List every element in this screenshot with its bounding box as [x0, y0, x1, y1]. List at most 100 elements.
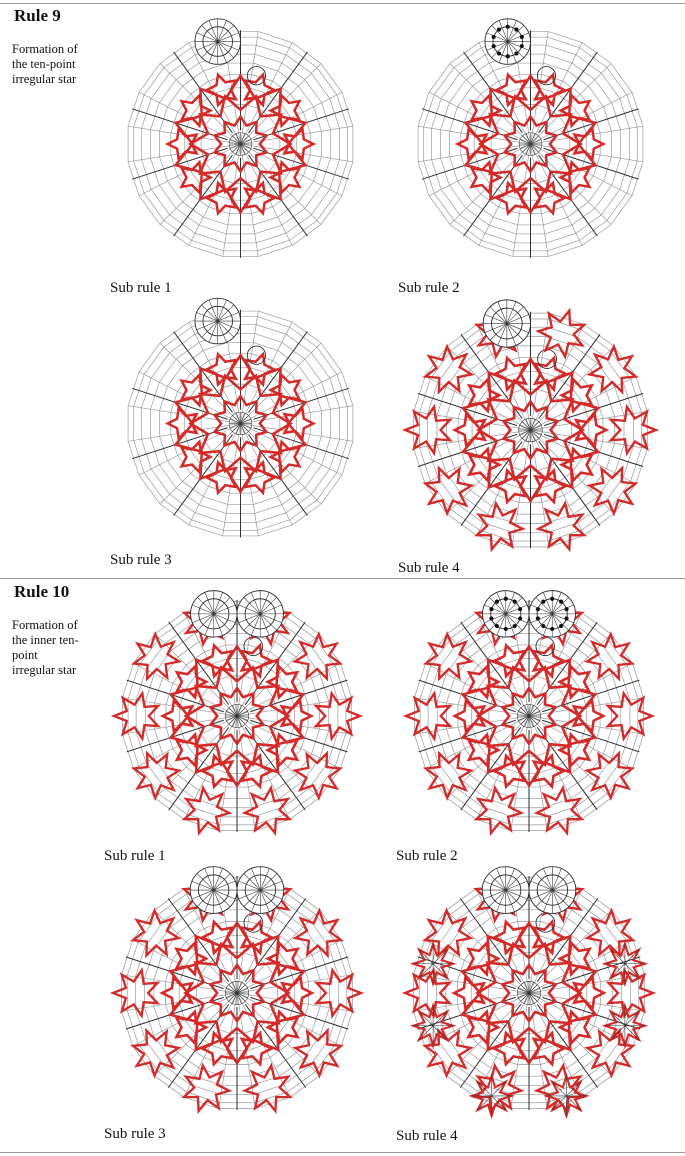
construction-spoke: [484, 604, 506, 615]
main-axis: [543, 392, 644, 427]
inner-ten-point-star: [208, 685, 266, 747]
corner-star: [409, 1002, 457, 1050]
rule9-subrule2-caption: Sub rule 2: [398, 280, 460, 296]
construction-spoke: [505, 613, 523, 631]
center-hub: [228, 411, 253, 436]
construction-spoke: [260, 889, 283, 900]
construction-dot: [512, 623, 517, 629]
central-star-pattern: [451, 355, 610, 505]
hub-spoke: [232, 423, 241, 432]
top-construction-circles: [189, 866, 285, 914]
hub-spoke: [226, 711, 238, 717]
construction-spoke: [192, 613, 214, 624]
construction-spoke: [196, 41, 218, 51]
main-axis: [253, 108, 349, 141]
construction-spoke: [213, 873, 231, 891]
inner-ten-point-star: [208, 962, 266, 1024]
hub-spoke: [530, 139, 542, 145]
construction-spoke: [496, 889, 506, 912]
construction-spoke: [507, 32, 529, 42]
hub-spoke: [229, 418, 241, 424]
outer-star: [422, 750, 475, 802]
hub-spoke: [528, 992, 538, 1002]
satellite-star: [466, 1009, 501, 1046]
hub-spoke: [228, 992, 238, 1002]
hub-spoke: [236, 992, 246, 1002]
construction-dot: [541, 623, 546, 629]
outer-star: [422, 343, 475, 395]
rule9-subrule4-figure: [401, 299, 660, 553]
satellite-star: [239, 1030, 275, 1067]
construction-dot: [505, 24, 510, 29]
main-axis: [173, 331, 233, 413]
corner-spoke: [610, 1011, 626, 1026]
corner-spoke: [491, 1081, 506, 1097]
inner-ten-point-star: [212, 114, 269, 174]
outer-star: [181, 784, 233, 837]
satellite-star: [494, 72, 529, 108]
hub-spoke: [530, 429, 536, 442]
satellite-star: [204, 180, 239, 216]
satellite-star: [204, 72, 239, 108]
hub-spoke: [236, 984, 246, 994]
construction-spoke: [259, 613, 270, 636]
construction-dot: [491, 44, 496, 49]
central-star-pattern: [164, 72, 317, 216]
rule10-subrule2-caption: Sub rule 2: [396, 848, 458, 864]
rule10-subrule3-caption: Sub rule 3: [104, 1126, 166, 1142]
main-axis: [536, 898, 599, 982]
construction-spoke: [530, 889, 553, 900]
construction-spoke: [243, 889, 261, 907]
middle-rule-line: [0, 578, 685, 579]
hub-spoke: [236, 992, 248, 998]
satellite-star: [466, 376, 503, 414]
rule-10-title: Rule 10: [14, 582, 70, 601]
satellite-star: [179, 439, 214, 475]
construction-spoke: [259, 592, 270, 614]
main-axis: [132, 147, 228, 180]
outer-star: [586, 465, 639, 517]
construction-dot: [489, 607, 494, 612]
hub-spoke: [530, 429, 542, 435]
corner-spoke: [432, 1011, 448, 1026]
construction-spoke: [217, 41, 239, 51]
hub-spoke: [232, 135, 241, 145]
construction-dot: [514, 27, 519, 32]
outer-star: [292, 907, 344, 959]
hub-spoke: [528, 982, 534, 994]
construction-circle: [246, 66, 266, 86]
center-hub: [228, 132, 253, 156]
satellite-star: [199, 642, 235, 680]
rule9-subrule1-figure: [127, 18, 354, 258]
construction-spoke: [201, 41, 218, 58]
hub-spoke: [520, 715, 530, 725]
satellite-star: [494, 180, 529, 216]
top-construction-circles: [482, 590, 576, 638]
hub-spoke: [240, 423, 252, 429]
satellite-star: [174, 663, 210, 701]
corner-spoke: [552, 1081, 567, 1097]
hub-spoke: [226, 988, 238, 994]
construction-spoke: [197, 597, 214, 615]
hub-spoke: [240, 139, 252, 145]
main-axis: [125, 996, 224, 1030]
main-axis: [250, 719, 348, 753]
satellite-star: [239, 752, 275, 790]
construction-dot: [518, 607, 523, 612]
main-axis: [536, 621, 598, 706]
main-axis: [538, 51, 598, 134]
main-axis: [463, 154, 523, 237]
rule9-subrule3-figure: [127, 297, 354, 538]
construction-spoke: [208, 41, 218, 63]
construction-spoke: [484, 613, 506, 624]
rule10-subrule2-figure: [402, 590, 656, 837]
hub-spoke: [524, 992, 530, 1004]
corner-star: [409, 940, 457, 988]
construction-spoke: [552, 597, 569, 615]
hub-spoke: [519, 139, 531, 145]
construction-spoke: [213, 613, 223, 636]
hub-spoke: [524, 715, 530, 727]
outer-star: [584, 1027, 636, 1079]
hub-spoke: [229, 143, 241, 149]
construction-spoke: [204, 868, 214, 891]
